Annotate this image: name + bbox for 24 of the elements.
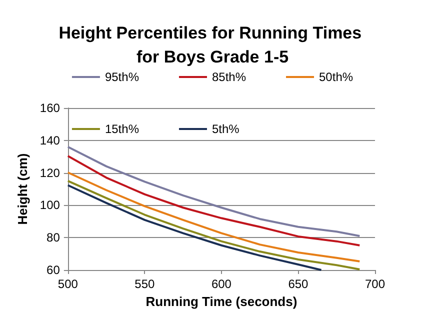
line-series [66, 146, 361, 237]
x-tick-label: 550 [134, 277, 156, 291]
line-series [66, 180, 361, 270]
legend-label: 50th% [319, 70, 354, 84]
legend-label: 15th% [104, 122, 140, 136]
x-tick-label: 650 [288, 277, 309, 291]
chart-title: Height Percentiles for Running Times for Boys Grade 1-5 [58, 24, 366, 66]
x-tick-label: 700 [364, 277, 386, 291]
y-tick-label: 60 [46, 263, 60, 277]
line-series [66, 171, 361, 262]
x-tick-label: 600 [211, 277, 232, 291]
legend-label: 95th% [104, 70, 140, 84]
x-axis-title: Running Time (seconds) [146, 294, 298, 309]
line-series [66, 184, 322, 271]
legend-label: 85th% [212, 70, 246, 84]
y-tick-label: 160 [40, 101, 60, 115]
y-tick-label: 80 [46, 230, 60, 245]
y-tick-label: 120 [40, 166, 60, 180]
y-tick-label: 100 [40, 198, 60, 212]
y-tick-label: 140 [40, 133, 60, 148]
legend-label: 5th% [212, 122, 240, 136]
line-series [66, 154, 361, 246]
x-tick-label: 500 [58, 277, 78, 291]
y-axis-title: Height (cm) [15, 153, 30, 225]
